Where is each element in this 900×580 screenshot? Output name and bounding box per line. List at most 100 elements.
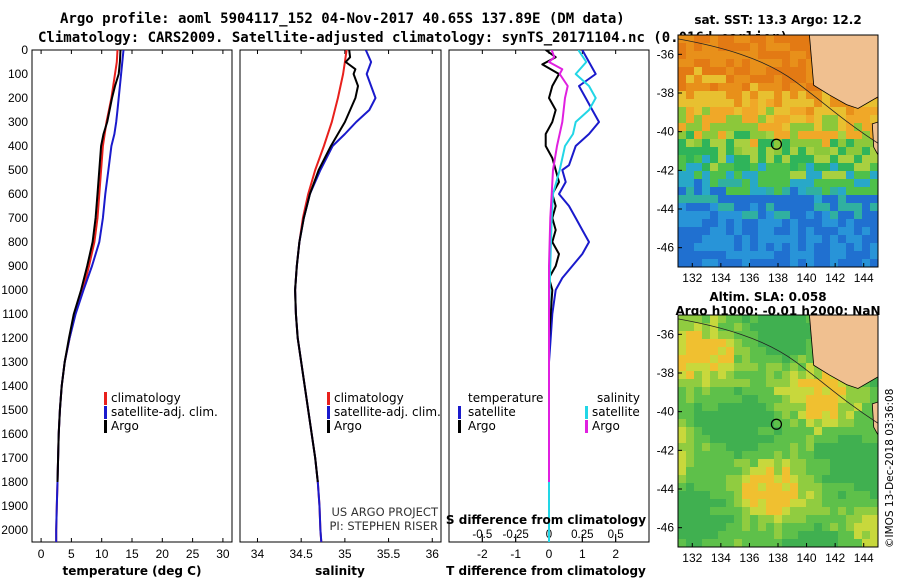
map-cell	[718, 443, 726, 451]
map-cell	[798, 187, 806, 195]
map-cell	[726, 411, 734, 419]
map-cell	[718, 459, 726, 467]
map-cell	[694, 475, 702, 483]
map-cell	[766, 235, 774, 243]
map-cell	[742, 515, 750, 523]
map-cell	[798, 115, 806, 123]
map-cell	[790, 107, 798, 115]
map-cell	[798, 499, 806, 507]
map-cell	[766, 483, 774, 491]
map-cell	[726, 251, 734, 259]
sla-map-image	[678, 315, 878, 547]
map-cell	[718, 379, 726, 387]
map-cell	[726, 419, 734, 427]
map-cell	[678, 483, 686, 491]
map-cell	[734, 51, 742, 59]
land-mainland	[809, 315, 878, 389]
depth-tick-label: 900	[8, 259, 28, 273]
temperature-xtick-label: 30	[216, 547, 230, 561]
map-cell	[678, 435, 686, 443]
map-cell	[702, 67, 710, 75]
map-cell	[798, 403, 806, 411]
map-cell	[822, 211, 830, 219]
map-cell	[750, 379, 758, 387]
map-cell	[830, 195, 838, 203]
map-cell	[694, 99, 702, 107]
map-cell	[750, 467, 758, 475]
map-cell	[806, 483, 814, 491]
map-cell	[718, 355, 726, 363]
map-cell	[694, 483, 702, 491]
map-cell	[718, 323, 726, 331]
map-cell	[686, 347, 694, 355]
map-cell	[822, 147, 830, 155]
map-cell	[790, 235, 798, 243]
map-cell	[790, 539, 798, 547]
map-cell	[734, 395, 742, 403]
map-cell	[854, 235, 862, 243]
map-cell	[798, 491, 806, 499]
map-cell	[870, 459, 878, 467]
map-cell	[734, 491, 742, 499]
map-cell	[774, 491, 782, 499]
map-cell	[814, 483, 822, 491]
map-cell	[758, 35, 766, 43]
map-cell	[758, 411, 766, 419]
map-cell	[742, 203, 750, 211]
map-cell	[854, 411, 862, 419]
map-xtick-label: 132	[682, 271, 702, 285]
map-cell	[678, 331, 686, 339]
map-cell	[846, 427, 854, 435]
temperature-xtick-label: 15	[125, 547, 139, 561]
map-cell	[750, 339, 758, 347]
map-cell	[710, 99, 718, 107]
map-cell	[798, 427, 806, 435]
map-cell	[694, 539, 702, 547]
map-cell	[806, 179, 814, 187]
map-cell	[758, 107, 766, 115]
map-cell	[686, 163, 694, 171]
map-cell	[774, 155, 782, 163]
map-cell	[838, 235, 846, 243]
depth-tick-label: 1300	[1, 355, 28, 369]
difference-stick-label: 0.25	[571, 529, 593, 541]
map-cell	[726, 51, 734, 59]
map-cell	[694, 363, 702, 371]
map-cell	[774, 107, 782, 115]
map-cell	[782, 187, 790, 195]
map-cell	[806, 507, 814, 515]
map-cell	[710, 395, 718, 403]
map-cell	[846, 523, 854, 531]
map-cell	[862, 443, 870, 451]
map-cell	[774, 51, 782, 59]
map-cell	[806, 387, 814, 395]
map-cell	[822, 227, 830, 235]
map-cell	[782, 235, 790, 243]
map-cell	[758, 467, 766, 475]
map-cell	[678, 467, 686, 475]
map-cell	[750, 67, 758, 75]
map-cell	[862, 475, 870, 483]
map-cell	[766, 139, 774, 147]
map-cell	[830, 379, 838, 387]
map-cell	[686, 515, 694, 523]
legend-argo: Argo	[111, 419, 139, 433]
map-cell	[702, 123, 710, 131]
map-cell	[806, 107, 814, 115]
map-cell	[766, 371, 774, 379]
map-cell	[702, 219, 710, 227]
map-cell	[806, 131, 814, 139]
legend-swatch-satellite	[104, 406, 107, 419]
map-cell	[790, 147, 798, 155]
map-cell	[830, 411, 838, 419]
map-cell	[782, 243, 790, 251]
map-cell	[718, 251, 726, 259]
map-cell	[726, 91, 734, 99]
map-cell	[686, 211, 694, 219]
map-cell	[742, 163, 750, 171]
map-cell	[766, 339, 774, 347]
map-cell	[862, 499, 870, 507]
map-cell	[774, 219, 782, 227]
map-cell	[726, 163, 734, 171]
map-cell	[718, 99, 726, 107]
